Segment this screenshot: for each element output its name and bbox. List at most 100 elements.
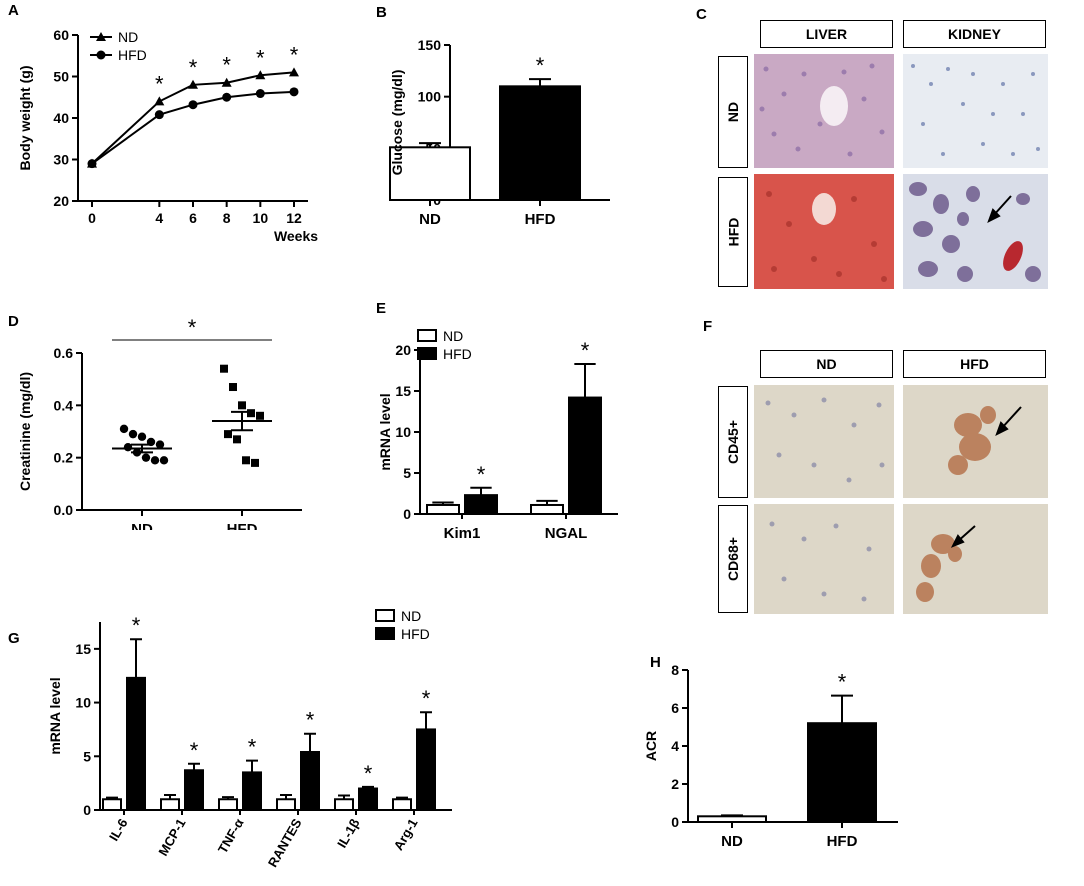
- chart-a-y-tick-label-0: 20: [53, 193, 69, 209]
- chart-b-significance-hfd: *: [536, 53, 545, 78]
- chart-d-y-tick-label-2: 0.4: [54, 397, 74, 413]
- chart-d-y-tick-label-0: 0.0: [54, 502, 74, 518]
- chart-g-significance-il6: *: [132, 613, 141, 638]
- cd45-nd-stain: [754, 385, 894, 498]
- chart-g-legend-swatch-nd: [375, 609, 395, 622]
- chart-a-line-nd: [91, 71, 295, 165]
- chart-g-error-bar-nd-tnf: [222, 796, 234, 800]
- chart-a-y-tick-label-2: 40: [53, 110, 69, 126]
- chart-d-point-nd-9: [159, 456, 169, 465]
- liver-hfd-lipid-droplets: [766, 191, 887, 282]
- chart-g-y-tick-label-0: 0: [83, 802, 91, 818]
- chart-g-x-tick-label-tnf: TNF-α: [215, 816, 247, 856]
- chart-a-x-tick-label-2: 6: [189, 210, 197, 226]
- chart-a-point-hfd-4: [255, 89, 265, 99]
- panel-letter-e: E: [376, 300, 387, 317]
- chart-g-bar-hfd-tnf: [242, 771, 262, 811]
- chart-a-point-hfd-2: [188, 100, 198, 110]
- chart-a-point-nd-2: [188, 79, 198, 89]
- chart-d-y-tick-label-3: 0.6: [54, 345, 74, 361]
- chart-d-creatinine: 0.0 0.2 0.4 0.6 ND HFD * Creatinine (mg/dl): [17, 315, 302, 530]
- chart-e-error-bar-nd-ngal: [536, 499, 558, 505]
- chart-a-point-hfd-3: [222, 92, 232, 102]
- chart-a-x-tick-label-5: 12: [286, 210, 302, 226]
- chart-e-error-bar-nd-kim1: [432, 501, 454, 505]
- chart-h-y-tick-label-3: 6: [671, 700, 679, 716]
- liver-nd-micrograph: [754, 54, 894, 168]
- chart-d-point-hfd-4: [256, 411, 264, 420]
- chart-e-x-tick-label-kim1: Kim1: [444, 525, 481, 540]
- liver-hfd-stain: [754, 174, 894, 289]
- panel-letter-c: C: [696, 6, 707, 23]
- chart-e-x-tick-label-ngal: NGAL: [545, 525, 588, 540]
- chart-g-bar-hfd-arg1: [416, 728, 436, 811]
- chart-d-x-tick-label-hfd: HFD: [227, 521, 258, 530]
- chart-g-bar-hfd-mcp1: [184, 769, 204, 812]
- chart-d-point-nd-2: [137, 432, 147, 441]
- panel-f-row-label-cd68: CD68+: [718, 505, 748, 613]
- chart-d-point-hfd-0: [220, 364, 228, 373]
- chart-g-x-tick-label-il6: IL-6: [106, 816, 131, 844]
- chart-d-point-hfd-6: [233, 435, 241, 444]
- chart-e-significance-ngal: *: [581, 338, 590, 363]
- cd68-nd-stain: [754, 504, 894, 614]
- cd45-hfd-arrow-icon: [995, 406, 1022, 437]
- chart-d-point-hfd-2: [238, 401, 246, 410]
- chart-e-bar-hfd-kim1: [464, 494, 498, 515]
- cd45-nd-micrograph: [754, 385, 894, 498]
- kidney-nd-stain: [903, 54, 1048, 168]
- kidney-hfd-arrow-icon: [987, 195, 1012, 224]
- chart-h-y-tick-label-2: 4: [671, 738, 679, 754]
- chart-e-legend-label-nd: ND: [443, 328, 463, 344]
- chart-a-significance-2: *: [222, 53, 231, 78]
- panel-letter-b: B: [376, 4, 387, 21]
- chart-h-x-tick-label-hfd: HFD: [827, 833, 858, 850]
- chart-e-y-tick-label-1: 5: [403, 465, 411, 481]
- chart-g-bar-nd-mcp1: [160, 798, 180, 811]
- chart-b-y-axis-label: Glucose (mg/dl): [389, 70, 405, 176]
- chart-g-significance-tnf: *: [248, 735, 257, 760]
- chart-g-y-tick-label-2: 10: [75, 695, 91, 711]
- cd68-nd-nuclei: [769, 521, 872, 602]
- chart-e-error-bar-hfd-kim1: [470, 486, 492, 496]
- chart-e-y-tick-label-2: 10: [395, 424, 411, 440]
- chart-g-significance-mcp1: *: [190, 738, 199, 763]
- chart-a-x-tick-label-4: 10: [253, 210, 269, 226]
- chart-g-x-tick-label-mcp1: MCP-1: [155, 816, 188, 859]
- chart-d-point-hfd-5: [224, 430, 232, 439]
- chart-g-error-bar-nd-mcp1: [164, 793, 176, 800]
- chart-a-y-axis-label: Body weight (g): [17, 66, 33, 171]
- liver-nd-nuclei: [759, 63, 885, 157]
- kidney-hfd-red-lesion: [1003, 241, 1023, 271]
- chart-h-x-tick-label-nd: ND: [721, 833, 743, 850]
- chart-g-error-bar-hfd-il6: [130, 638, 142, 678]
- cd68-nd-micrograph: [754, 504, 894, 614]
- chart-g-x-tick-label-arg1: Arg-1: [391, 816, 421, 853]
- chart-b-bar-nd: [389, 146, 471, 202]
- chart-g-bar-hfd-rantes: [300, 750, 320, 811]
- chart-e-error-bar-hfd-ngal: [574, 362, 596, 398]
- chart-a-y-tick-label-4: 60: [53, 27, 69, 43]
- chart-a-point-nd-1: [154, 96, 165, 106]
- chart-g-legend-label-nd: ND: [401, 608, 421, 624]
- chart-d-x-tick-label-nd: ND: [131, 521, 153, 530]
- panel-c-col-label-liver: LIVER: [760, 20, 893, 48]
- cd45-nd-nuclei: [765, 397, 885, 483]
- chart-g-y-tick-label-1: 5: [83, 748, 91, 764]
- panel-f-col-label-hfd: HFD: [903, 350, 1046, 378]
- panel-letter-a: A: [8, 2, 19, 19]
- chart-a-x-tick-label-0: 0: [88, 210, 96, 226]
- chart-a-point-nd-5: [289, 67, 299, 77]
- chart-e-legend-swatch-hfd: [417, 347, 437, 360]
- chart-d-point-nd-5: [123, 443, 133, 452]
- chart-g-legend-swatch-hfd: [375, 627, 395, 640]
- cd45-hfd-micrograph: [903, 385, 1048, 498]
- chart-a-significance-0: *: [155, 71, 164, 96]
- chart-h-bar-hfd: [807, 722, 877, 823]
- chart-d-point-hfd-1: [229, 383, 237, 392]
- chart-b-glucose: 050100150NDHFD*Glucose (mg/dl): [389, 37, 610, 228]
- chart-g-x-tick-label-il1: IL-1β: [334, 816, 363, 850]
- liver-hfd-micrograph: [754, 174, 894, 289]
- chart-a-body-weight: 20 30 40 50 60 0 4 6 8 10 12 Weeks Body weight (g) * *…: [17, 27, 318, 244]
- chart-d-point-hfd-8: [251, 458, 259, 467]
